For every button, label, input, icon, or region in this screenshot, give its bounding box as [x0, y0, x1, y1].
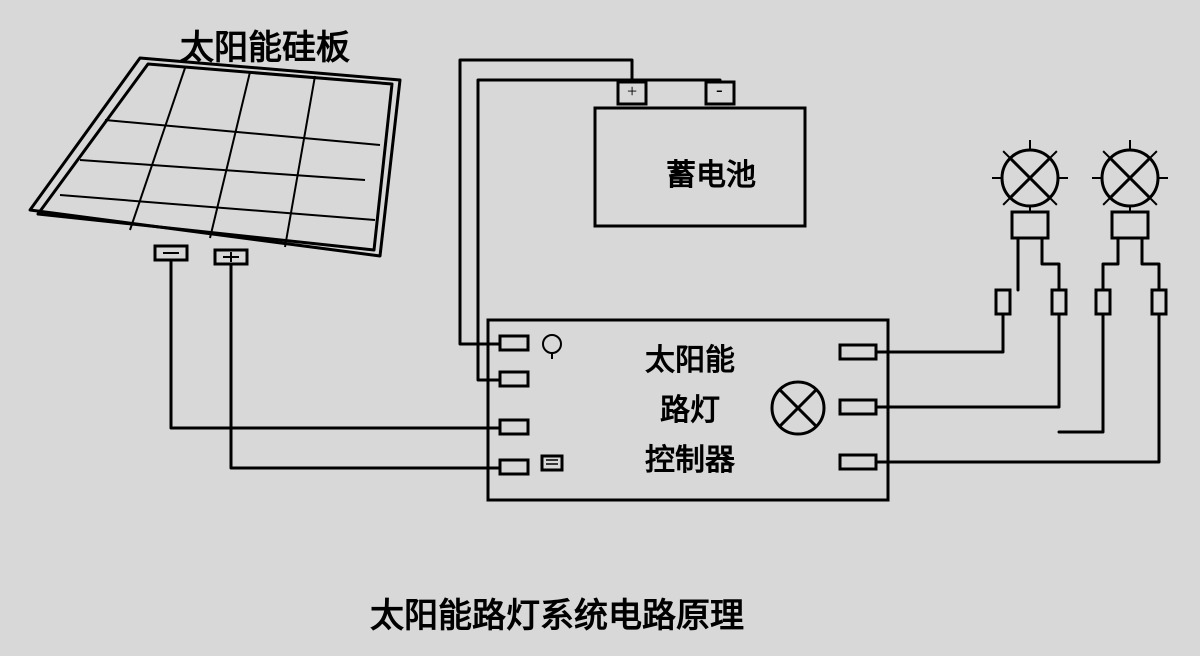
battery-plus-icon: +: [627, 81, 637, 102]
controller-label-2: 路灯: [660, 385, 720, 429]
battery-label: 蓄电池: [666, 150, 756, 194]
controller-label-3: 控制器: [645, 435, 735, 479]
diagram-title: 太阳能路灯系统电路原理: [370, 588, 744, 637]
controller-label-1: 太阳能: [645, 335, 735, 379]
solar-panel-label: 太阳能硅板: [180, 20, 350, 69]
battery-minus-icon: -: [716, 79, 723, 102]
diagram-canvas: [0, 0, 1200, 656]
